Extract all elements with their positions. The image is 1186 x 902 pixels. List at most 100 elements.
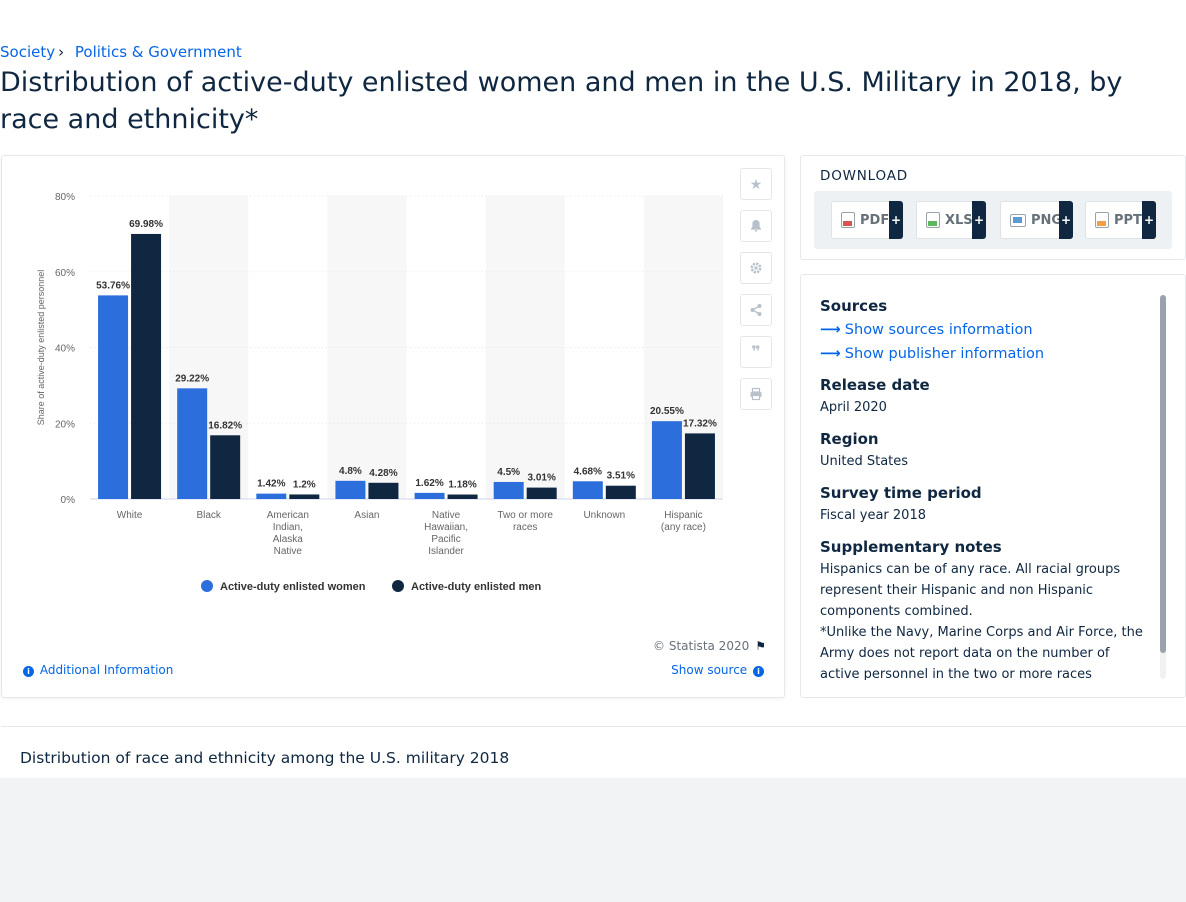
show-sources-label: Show sources information <box>844 322 1033 338</box>
bar-women <box>572 481 603 499</box>
y-axis-label: Share of active-duty enlisted personnel <box>36 270 46 426</box>
show-source-label: Show source <box>671 663 748 677</box>
share-icon[interactable] <box>740 294 772 326</box>
data-label: 16.82% <box>208 420 242 431</box>
bar-women <box>177 388 208 499</box>
download-card: DOWNLOAD PDF + XLS + PNG + PPT + <box>800 155 1186 260</box>
download-pdf-button[interactable]: PDF + <box>831 201 903 239</box>
data-label: 1.42% <box>257 479 285 490</box>
x-tick-label: Pacific <box>431 534 460 545</box>
bar-women <box>256 493 287 499</box>
info-icon: i <box>753 666 764 677</box>
x-tick-label: Islander <box>428 546 464 557</box>
data-label: 53.76% <box>96 280 130 291</box>
y-tick-label: 20% <box>55 419 75 430</box>
cite-quote-icon[interactable]: ❞ <box>740 336 772 368</box>
print-icon[interactable] <box>740 378 772 410</box>
data-label: 1.18% <box>448 480 476 491</box>
x-tick-label: races <box>513 522 537 533</box>
png-image-icon <box>1010 213 1026 227</box>
legend-marker-men <box>392 580 404 592</box>
data-label: 4.8% <box>339 466 362 477</box>
x-tick-label: White <box>117 510 143 521</box>
x-tick-label: Indian, <box>273 522 303 533</box>
plus-icon: + <box>972 201 986 239</box>
breadcrumb-society[interactable]: Society <box>0 43 56 61</box>
copyright-text: © Statista 2020 <box>653 639 750 653</box>
download-title: DOWNLOAD <box>820 168 908 184</box>
source-information-card: Sources ⟶ Show sources information ⟶ Show … <box>800 274 1186 698</box>
supplementary-notes-heading: Supplementary notes <box>820 538 1002 556</box>
data-label: 1.2% <box>293 479 316 490</box>
related-statistic-title[interactable]: Distribution of race and ethnicity among… <box>20 749 510 767</box>
release-date-value: April 2020 <box>820 400 887 415</box>
x-tick-label: Hispanic <box>664 510 702 521</box>
sources-heading: Sources <box>820 297 888 315</box>
related-statistic-section: Distribution of race and ethnicity among… <box>1 726 1186 778</box>
png-label: PNG <box>1031 212 1063 228</box>
notification-bell-icon[interactable] <box>740 210 772 242</box>
x-tick-label: American <box>267 510 309 521</box>
legend-marker-women <box>201 580 213 592</box>
xls-file-icon <box>926 212 940 228</box>
download-png-button[interactable]: PNG + <box>1000 201 1073 239</box>
bar-men <box>368 482 399 499</box>
arrow-right-icon: ⟶ <box>820 322 841 338</box>
x-tick-label: Alaska <box>273 534 303 545</box>
report-flag-icon[interactable]: ⚑ <box>755 639 766 653</box>
show-source-link[interactable]: Show source i <box>671 663 766 677</box>
settings-gear-icon[interactable] <box>740 252 772 284</box>
scrollbar-thumb[interactable] <box>1160 295 1166 653</box>
data-label: 29.22% <box>175 373 209 384</box>
show-sources-link[interactable]: ⟶ Show sources information <box>820 318 1145 342</box>
show-publisher-label: Show publisher information <box>844 346 1045 362</box>
supplementary-note-2: *Unlike the Navy, Marine Corps and Air F… <box>820 625 1143 680</box>
additional-information-link[interactable]: i Additional Information <box>21 663 173 677</box>
chart-card: 0% 20% 40% 60% 80% Share of active-duty enlis… <box>1 155 785 698</box>
download-xls-button[interactable]: XLS + <box>916 201 986 239</box>
y-tick-label: 80% <box>55 192 75 203</box>
scrollbar[interactable] <box>1160 295 1166 679</box>
favorite-star-icon[interactable]: ★ <box>740 168 772 200</box>
breadcrumb-separator: › <box>58 43 65 61</box>
x-tick-label: Native <box>432 510 461 521</box>
data-label: 20.55% <box>650 406 684 417</box>
download-ppt-button[interactable]: PPT + <box>1085 201 1156 239</box>
show-publisher-link[interactable]: ⟶ Show publisher information <box>820 342 1145 366</box>
x-tick-label: Black <box>196 510 221 521</box>
release-date-heading: Release date <box>820 376 930 394</box>
data-label: 1.62% <box>415 478 443 489</box>
download-buttons: PDF + XLS + PNG + PPT + <box>814 191 1172 249</box>
additional-information-label: Additional Information <box>39 663 174 677</box>
arrow-right-icon: ⟶ <box>820 346 841 362</box>
x-tick-label: Native <box>274 546 303 557</box>
plus-icon: + <box>889 201 903 239</box>
bar-men <box>526 487 557 499</box>
bar-men <box>131 233 162 499</box>
info-icon: i <box>23 666 34 677</box>
y-tick-label: 60% <box>55 268 75 279</box>
survey-period-heading: Survey time period <box>820 484 982 502</box>
bar-men <box>289 494 320 499</box>
supplementary-note-1: Hispanics can be of any race. All racial… <box>820 562 1121 619</box>
bar-women <box>493 481 524 499</box>
y-tick-label: 0% <box>61 495 76 506</box>
copyright-notice: © Statista 2020 ⚑ <box>653 639 766 653</box>
bar-women <box>414 492 445 499</box>
plus-icon: + <box>1059 201 1073 239</box>
bar-women <box>335 480 366 499</box>
legend-label-women: Active-duty enlisted women <box>220 581 366 593</box>
x-tick-label: Asian <box>354 510 379 521</box>
bar-men <box>684 433 715 499</box>
bar-women <box>651 421 682 499</box>
data-label: 4.68% <box>574 466 602 477</box>
y-tick-label: 40% <box>55 344 75 355</box>
x-tick-label: Two or more <box>497 510 553 521</box>
region-value: United States <box>820 454 909 469</box>
data-label: 4.28% <box>369 468 397 479</box>
breadcrumb-politics[interactable]: Politics & Government <box>74 43 242 61</box>
data-label: 17.32% <box>683 418 717 429</box>
data-label: 69.98% <box>129 219 163 230</box>
xls-label: XLS <box>945 212 973 228</box>
x-tick-label: (any race) <box>661 522 706 533</box>
